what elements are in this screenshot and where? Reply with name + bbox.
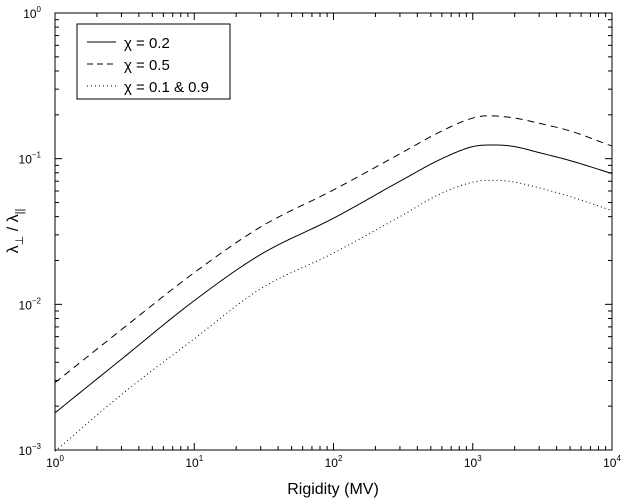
y-tick-label: 100	[23, 5, 41, 21]
y-label-lambda-par: λ	[5, 214, 22, 222]
x-axis-label: Rigidity (MV)	[287, 481, 379, 498]
series-line-dashed	[54, 115, 613, 384]
y-tick-label: 10−1	[19, 151, 42, 167]
x-tick-label: 104	[603, 454, 621, 470]
x-tick-label: 102	[325, 454, 343, 470]
y-tick-label: 10−2	[19, 296, 42, 312]
tick-layer: 100 101 102 103 104 10−3 10−2 10−1 100	[19, 5, 622, 470]
y-label-lambda-perp: λ	[5, 245, 22, 253]
legend-label-0: χ = 0.2	[124, 35, 170, 52]
y-label-sub-par: ||	[14, 209, 26, 215]
x-tick-label: 103	[464, 454, 482, 470]
legend: χ = 0.2 χ = 0.5 χ = 0.1 & 0.9	[76, 23, 231, 100]
x-tick-label: 101	[185, 454, 203, 470]
y-label-sub-perp: ⊥	[14, 236, 26, 246]
legend-label-1: χ = 0.5	[124, 57, 170, 74]
svg-text:λ⊥ / λ||: λ⊥ / λ||	[5, 209, 26, 254]
plot-frame	[54, 12, 613, 451]
series-layer	[54, 115, 613, 452]
y-axis-label: λ⊥ / λ||	[5, 209, 26, 254]
y-label-slash: /	[5, 222, 22, 235]
series-line-solid	[54, 144, 613, 414]
y-tick-label: 10−3	[19, 442, 42, 458]
legend-label-2: χ = 0.1 & 0.9	[124, 79, 209, 96]
legend-box	[76, 23, 231, 100]
x-tick-label: 100	[46, 454, 64, 470]
